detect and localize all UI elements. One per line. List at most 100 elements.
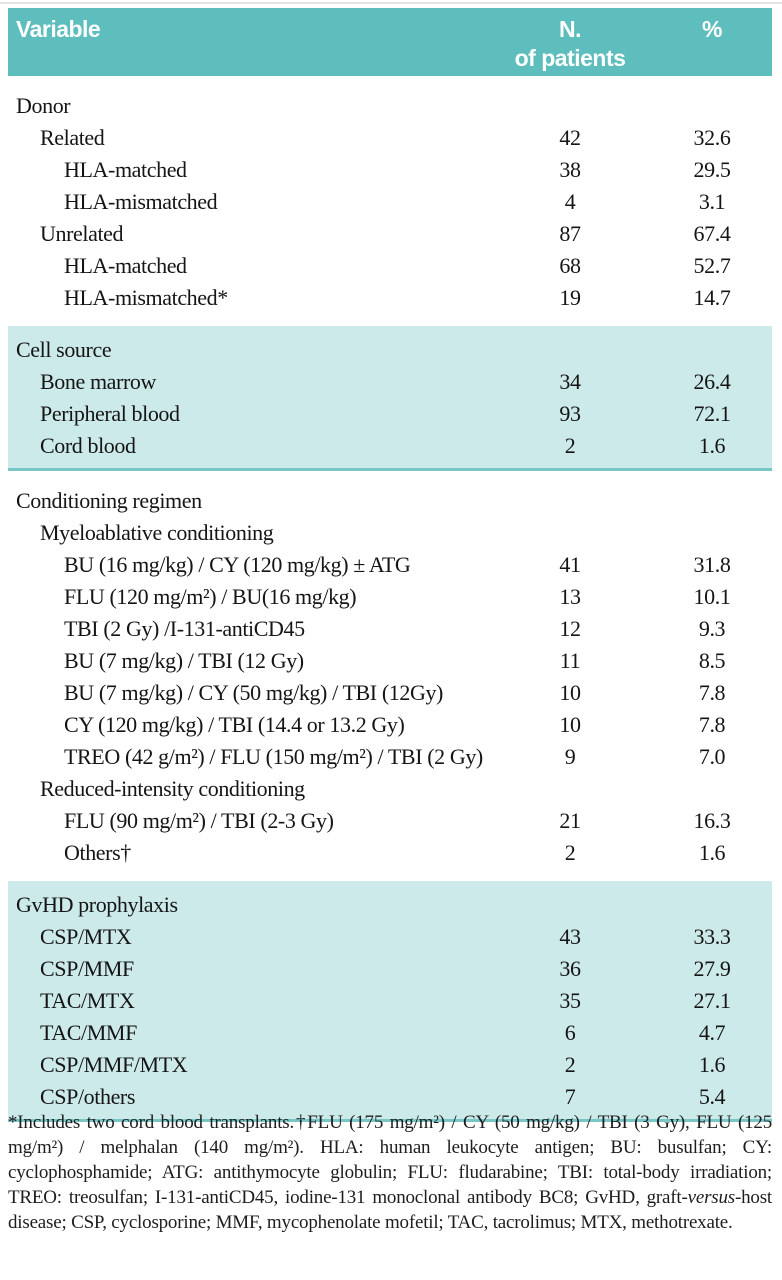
row-pct-value: 29.5 bbox=[693, 157, 731, 182]
row-label: CY (120 mg/kg) / TBI (14.4 or 13.2 Gy) bbox=[64, 712, 405, 737]
row-label: CSP/others bbox=[40, 1084, 136, 1109]
row-label: BU (7 mg/kg) / CY (50 mg/kg) / TBI (12Gy… bbox=[64, 680, 443, 705]
row-label: TAC/MMF bbox=[40, 1020, 137, 1045]
table-row: Peripheral blood 93 72.1 bbox=[8, 398, 772, 430]
row-label: BU (16 mg/kg) / CY (120 mg/kg) ± ATG bbox=[64, 552, 411, 577]
table-row: Related 42 32.6 bbox=[8, 122, 772, 154]
row-label: Conditioning regimen bbox=[16, 488, 202, 513]
row-pct-value: 4.7 bbox=[698, 1020, 726, 1045]
row-label: HLA-mismatched* bbox=[64, 285, 228, 310]
row-n-value: 87 bbox=[559, 221, 581, 246]
table-row: FLU (90 mg/m²) / TBI (2-3 Gy) 21 16.3 bbox=[8, 805, 772, 837]
table-row: HLA-matched 68 52.7 bbox=[8, 250, 772, 282]
table-row: CSP/others 7 5.4 bbox=[8, 1081, 772, 1113]
row-n-value: 10 bbox=[559, 680, 581, 705]
row-label: FLU (90 mg/m²) / TBI (2-3 Gy) bbox=[64, 808, 334, 833]
row-pct-value: 7.8 bbox=[698, 680, 726, 705]
table-row: HLA-matched 38 29.5 bbox=[8, 154, 772, 186]
footnote-text-2: -host disease; CSP, cyclosporine; MMF, m… bbox=[8, 1187, 772, 1233]
table-row: TAC/MTX 35 27.1 bbox=[8, 985, 772, 1017]
row-label: Cell source bbox=[16, 337, 112, 362]
row-pct-value: 8.5 bbox=[698, 648, 726, 673]
row-n-value: 43 bbox=[559, 924, 581, 949]
row-label: Reduced-intensity conditioning bbox=[40, 776, 305, 801]
column-header-percent: % bbox=[702, 16, 722, 42]
table-row: TREO (42 g/m²) / FLU (150 mg/m²) / TBI (… bbox=[8, 741, 772, 773]
row-pct-value: 7.0 bbox=[698, 744, 726, 769]
row-label: CSP/MTX bbox=[40, 924, 132, 949]
table-row: BU (7 mg/kg) / CY (50 mg/kg) / TBI (12Gy… bbox=[8, 677, 772, 709]
table-row: FLU (120 mg/m²) / BU(16 mg/kg) 13 10.1 bbox=[8, 581, 772, 613]
row-pct-value: 1.6 bbox=[698, 840, 726, 865]
column-header-n-line1: N. bbox=[559, 16, 582, 42]
row-n-value: 4 bbox=[564, 189, 576, 214]
row-pct-value: 33.3 bbox=[693, 924, 731, 949]
table-section: Cell source Bone marrow 34 26.4 Peripheral b… bbox=[8, 326, 772, 471]
row-pct-value: 5.4 bbox=[698, 1084, 726, 1109]
row-label: CSP/MMF/MTX bbox=[40, 1052, 188, 1077]
table-row: BU (7 mg/kg) / TBI (12 Gy) 11 8.5 bbox=[8, 645, 772, 677]
row-pct-value: 52.7 bbox=[693, 253, 731, 278]
row-pct-value: 16.3 bbox=[693, 808, 731, 833]
row-n-value: 13 bbox=[559, 584, 581, 609]
footnote-italic-versus: versus bbox=[687, 1187, 736, 1208]
row-pct-value: 26.4 bbox=[693, 369, 731, 394]
row-pct-value: 1.6 bbox=[698, 1052, 726, 1077]
table-row: Cell source bbox=[8, 334, 772, 366]
row-label: BU (7 mg/kg) / TBI (12 Gy) bbox=[64, 648, 304, 673]
row-pct-value: 7.8 bbox=[698, 712, 726, 737]
row-n-value: 2 bbox=[564, 840, 576, 865]
row-pct-value: 27.1 bbox=[693, 988, 731, 1013]
row-n-value: 7 bbox=[564, 1084, 576, 1109]
row-label: FLU (120 mg/m²) / BU(16 mg/kg) bbox=[64, 584, 357, 609]
table-row: Others† 2 1.6 bbox=[8, 837, 772, 869]
table-row: CSP/MMF 36 27.9 bbox=[8, 953, 772, 985]
row-n-value: 12 bbox=[559, 616, 581, 641]
table-row: HLA-mismatched 4 3.1 bbox=[8, 186, 772, 218]
table-section: GvHD prophylaxis CSP/MTX 43 33.3 CSP/MMF 36 27… bbox=[8, 881, 772, 1122]
row-n-value: 93 bbox=[559, 401, 581, 426]
row-n-value: 68 bbox=[559, 253, 581, 278]
row-n-value: 19 bbox=[559, 285, 581, 310]
row-pct-value: 67.4 bbox=[693, 221, 731, 246]
row-n-value: 2 bbox=[564, 1052, 576, 1077]
row-label: CSP/MMF bbox=[40, 956, 134, 981]
table-row: TBI (2 Gy) /I-131-antiCD45 12 9.3 bbox=[8, 613, 772, 645]
table-header-row: Variable N. of patients % bbox=[8, 8, 772, 76]
table-section: Donor Related 42 32.6 HLA-matched 38 29.5 HLA-m… bbox=[8, 76, 772, 326]
row-pct-value: 72.1 bbox=[693, 401, 731, 426]
row-label: Cord blood bbox=[40, 433, 136, 458]
column-header-n-of-patients: N. of patients bbox=[515, 15, 626, 73]
table-row: Myeloablative conditioning bbox=[8, 517, 772, 549]
row-n-value: 34 bbox=[559, 369, 581, 394]
table-body: Donor Related 42 32.6 HLA-matched 38 29.5 HLA-m… bbox=[8, 76, 772, 1122]
row-pct-value: 14.7 bbox=[693, 285, 731, 310]
table-row: Unrelated 87 67.4 bbox=[8, 218, 772, 250]
row-label: TAC/MTX bbox=[40, 988, 135, 1013]
row-label: Related bbox=[40, 125, 105, 150]
row-label: Unrelated bbox=[40, 221, 124, 246]
row-pct-value: 32.6 bbox=[693, 125, 731, 150]
row-label: Bone marrow bbox=[40, 369, 156, 394]
row-n-value: 36 bbox=[559, 956, 581, 981]
row-n-value: 6 bbox=[564, 1020, 576, 1045]
row-pct-value: 10.1 bbox=[693, 584, 731, 609]
row-label: Others† bbox=[64, 840, 131, 865]
table-row: CY (120 mg/kg) / TBI (14.4 or 13.2 Gy) 10… bbox=[8, 709, 772, 741]
row-label: Donor bbox=[16, 93, 71, 118]
column-header-variable: Variable bbox=[16, 16, 101, 42]
row-label: HLA-matched bbox=[64, 253, 187, 278]
row-pct-value: 1.6 bbox=[698, 433, 726, 458]
table-row: Reduced-intensity conditioning bbox=[8, 773, 772, 805]
table-row: TAC/MMF 6 4.7 bbox=[8, 1017, 772, 1049]
table-row: CSP/MTX 43 33.3 bbox=[8, 921, 772, 953]
table-row: BU (16 mg/kg) / CY (120 mg/kg) ± ATG 41 31… bbox=[8, 549, 772, 581]
row-n-value: 21 bbox=[559, 808, 581, 833]
row-pct-value: 27.9 bbox=[693, 956, 731, 981]
row-n-value: 41 bbox=[559, 552, 581, 577]
table-row: CSP/MMF/MTX 2 1.6 bbox=[8, 1049, 772, 1081]
footnote: *Includes two cord blood transplants.†FL… bbox=[8, 1110, 772, 1235]
row-pct-value: 9.3 bbox=[698, 616, 726, 641]
row-label: GvHD prophylaxis bbox=[16, 892, 178, 917]
